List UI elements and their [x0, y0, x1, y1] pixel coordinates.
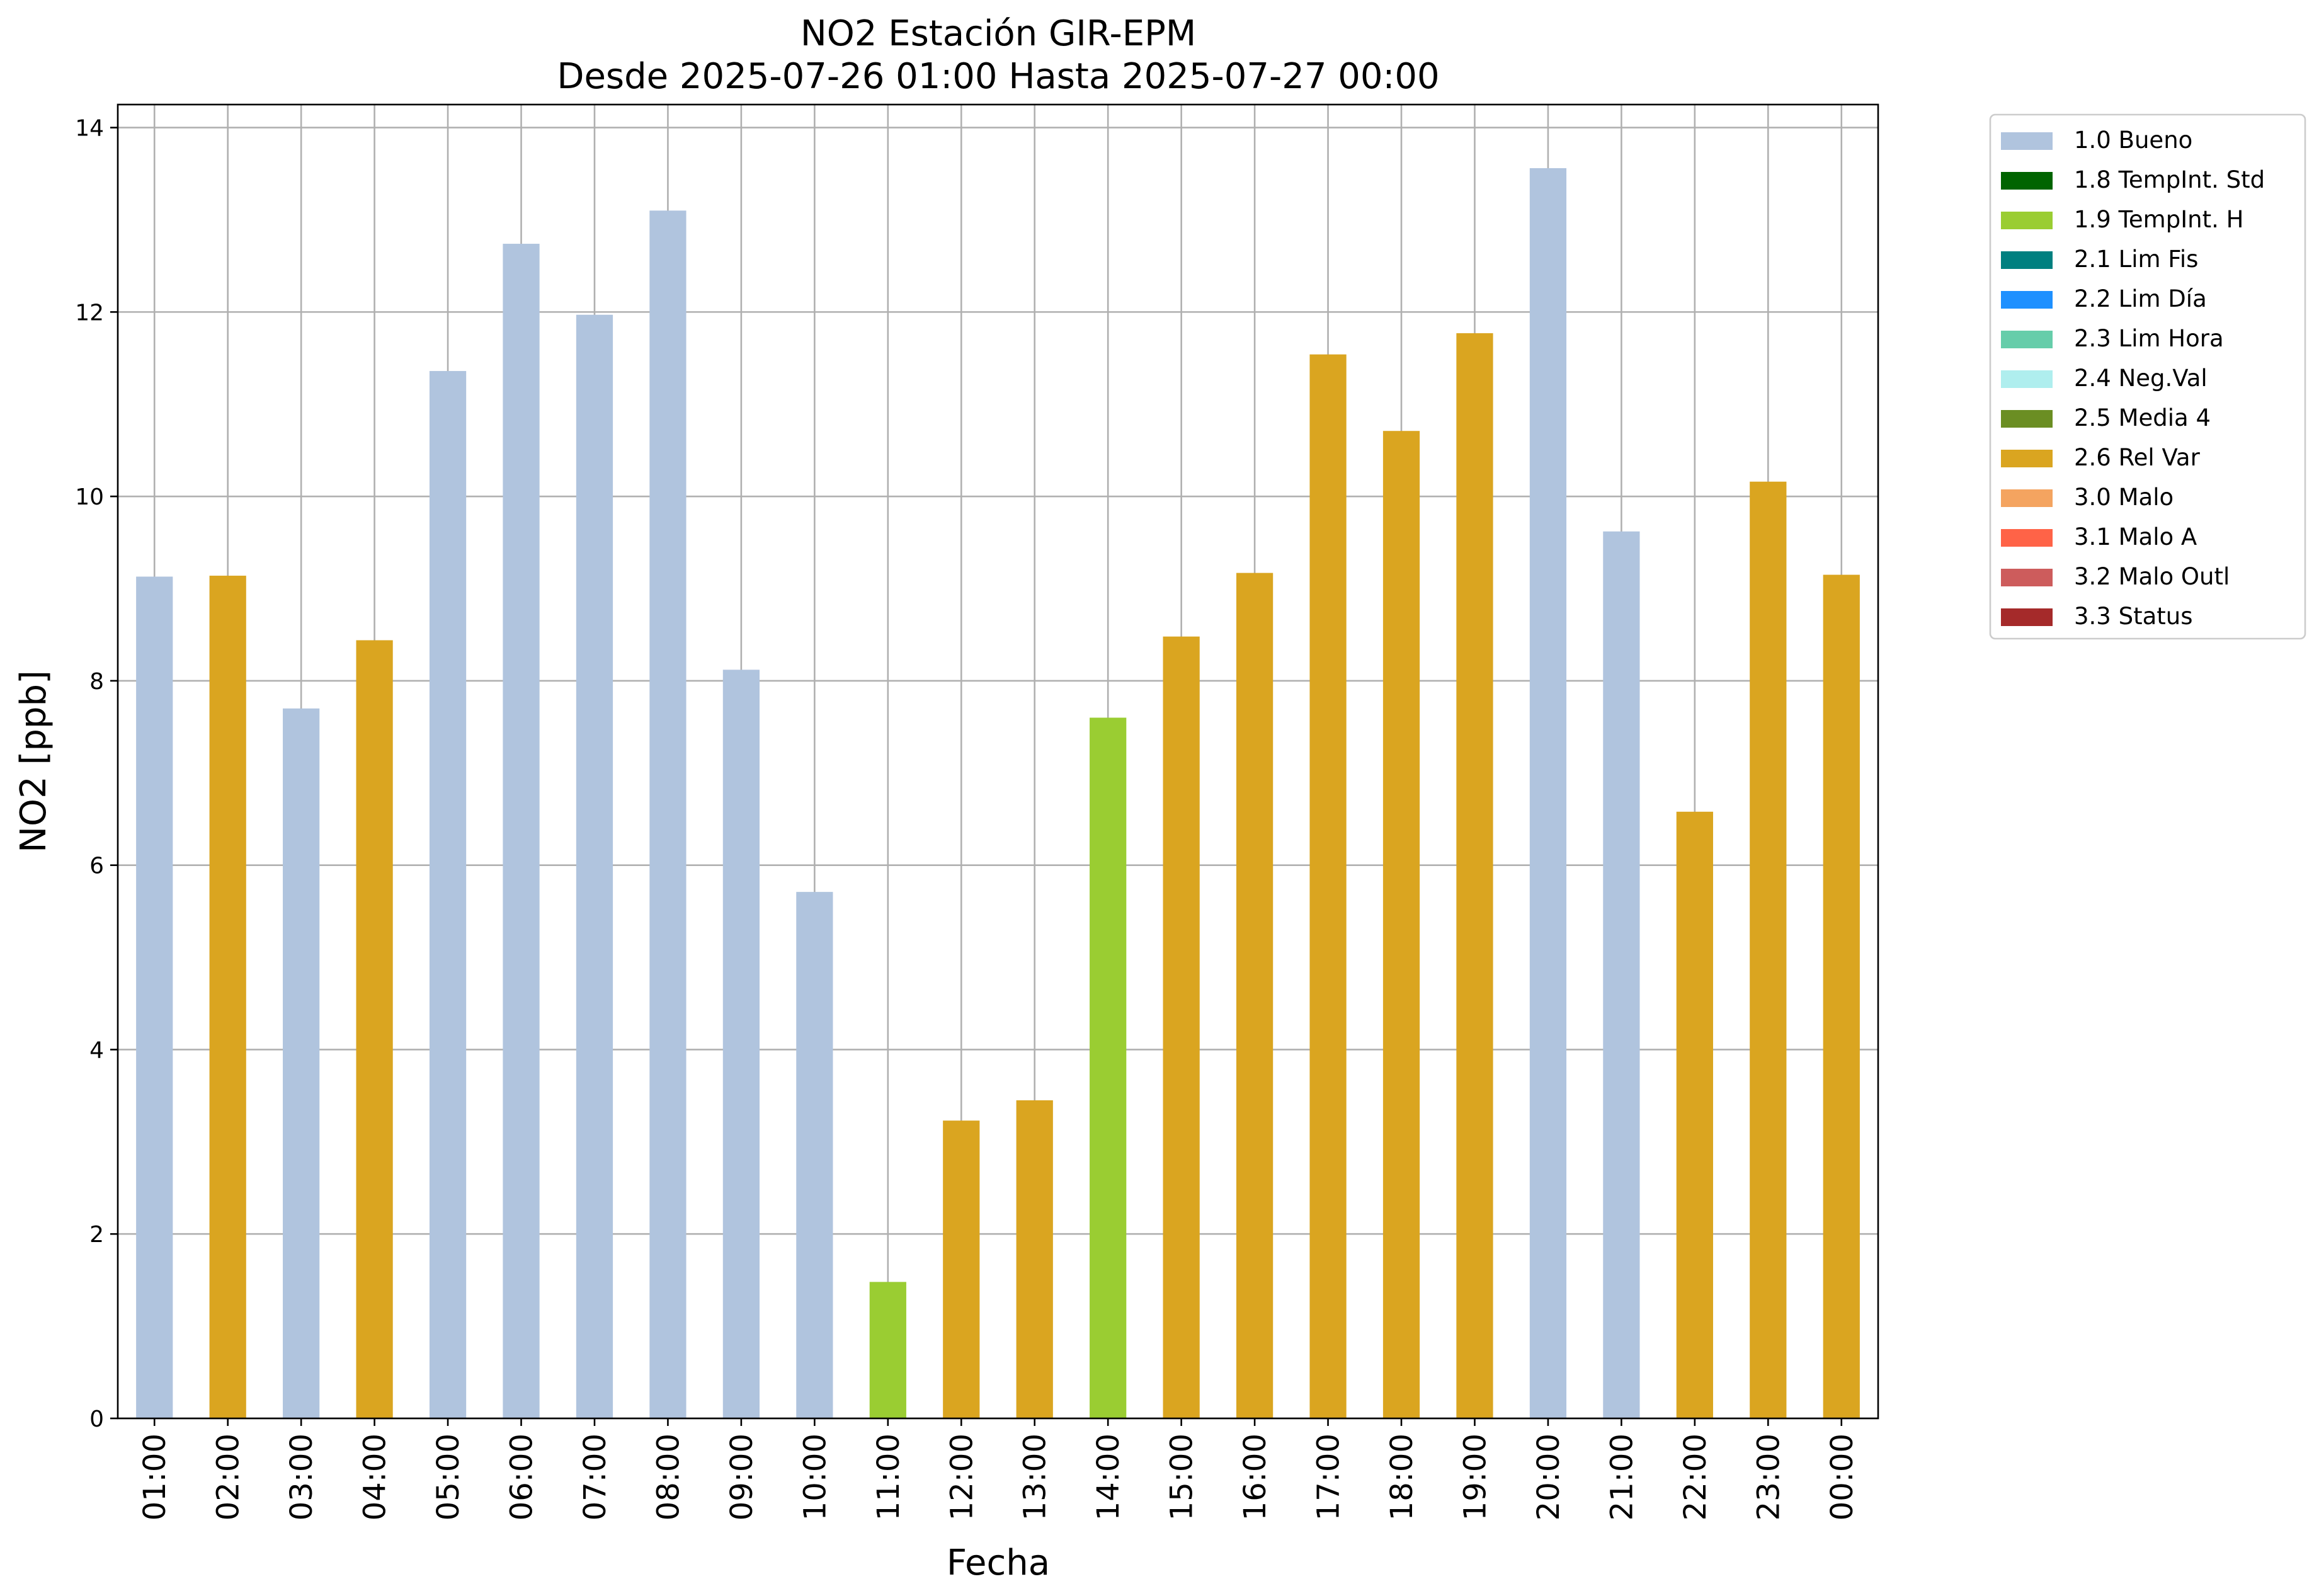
legend-swatch: [2001, 132, 2053, 150]
bar-0200: [209, 576, 246, 1419]
bar-1400: [1090, 717, 1127, 1418]
legend-swatch: [2001, 450, 2053, 467]
x-tick-label: 01:00: [137, 1434, 173, 1520]
x-tick-label: 23:00: [1751, 1434, 1786, 1520]
bar-0500: [429, 371, 467, 1418]
bar-1300: [1016, 1100, 1053, 1418]
bar-0600: [503, 244, 540, 1418]
x-tick-label: 14:00: [1091, 1434, 1126, 1520]
legend-swatch: [2001, 569, 2053, 586]
y-axis-label: NO2 [ppb]: [13, 670, 54, 853]
bar-1500: [1163, 636, 1200, 1419]
legend-swatch: [2001, 172, 2053, 190]
x-tick-label: 16:00: [1238, 1434, 1273, 1520]
legend-label: 3.3 Status: [2074, 603, 2193, 630]
legend: 1.0 Bueno 1.8 TempInt. Std 1.9 TempInt. H 2…: [1989, 113, 2306, 640]
chart-title: NO2 Estación GIR-EPM: [801, 13, 1196, 54]
x-tick-label: 02:00: [211, 1434, 246, 1520]
bar-1200: [943, 1120, 980, 1418]
bar-2100: [1603, 531, 1640, 1418]
legend-label: 3.1 Malo A: [2074, 523, 2197, 550]
legend-swatch: [2001, 370, 2053, 388]
y-tick-label: 14: [75, 116, 104, 142]
bar-0400: [356, 640, 393, 1418]
bar-0100: [136, 576, 173, 1419]
x-tick-label: 13:00: [1018, 1434, 1053, 1520]
bar-0900: [722, 670, 760, 1418]
legend-label: 2.3 Lim Hora: [2074, 325, 2224, 352]
legend-label: 1.0 Bueno: [2074, 127, 2192, 154]
x-tick-label: 04:00: [358, 1434, 393, 1520]
legend-swatch: [2001, 489, 2053, 507]
legend-box: [1989, 113, 2306, 640]
legend-swatch: [2001, 608, 2053, 626]
legend-label: 2.1 Lim Fis: [2074, 246, 2198, 273]
legend-label: 2.2 Lim Día: [2074, 285, 2207, 312]
bar-1600: [1236, 573, 1273, 1419]
bar-1900: [1456, 333, 1493, 1419]
bar-0000: [1823, 574, 1860, 1419]
x-tick-label: 10:00: [797, 1434, 833, 1520]
legend-entries: 1.0 Bueno 1.8 TempInt. Std 1.9 TempInt. H 2…: [2001, 127, 2265, 630]
bar-1000: [796, 892, 833, 1418]
legend-swatch: [2001, 212, 2053, 229]
y-tick-label: 0: [89, 1406, 104, 1432]
legend-label: 1.8 TempInt. Std: [2074, 166, 2265, 193]
legend-swatch: [2001, 529, 2053, 547]
x-tick-label: 00:00: [1825, 1434, 1860, 1520]
y-tick-label: 4: [89, 1037, 104, 1063]
x-tick-label: 03:00: [284, 1434, 319, 1520]
legend-label: 3.0 Malo: [2074, 484, 2174, 511]
y-tick-label: 6: [89, 853, 104, 879]
bar-1800: [1382, 431, 1420, 1418]
x-axis-label: Fecha: [947, 1542, 1050, 1583]
legend-swatch: [2001, 291, 2053, 309]
x-tick-label: 18:00: [1384, 1434, 1420, 1520]
x-tick-label: 15:00: [1165, 1434, 1200, 1520]
x-axis-ticks: 01:00 02:00 03:00 04:00 05:00 06:00 07:00 08:00…: [137, 1418, 1860, 1520]
x-tick-label: 17:00: [1311, 1434, 1347, 1520]
y-tick-label: 8: [89, 669, 104, 695]
x-tick-label: 11:00: [871, 1434, 906, 1520]
bar-0300: [283, 708, 320, 1418]
x-tick-label: 12:00: [944, 1434, 979, 1520]
x-tick-label: 08:00: [651, 1434, 686, 1520]
bar-0700: [576, 314, 613, 1418]
legend-swatch: [2001, 331, 2053, 348]
x-tick-label: 07:00: [578, 1434, 613, 1520]
legend-label: 3.2 Malo Outl: [2074, 563, 2230, 590]
x-tick-label: 06:00: [504, 1434, 540, 1520]
legend-label: 2.4 Neg.Val: [2074, 365, 2208, 392]
bars: [136, 168, 1860, 1419]
y-tick-label: 2: [89, 1222, 104, 1248]
chart-subtitle: Desde 2025-07-26 01:00 Hasta 2025-07-27 …: [557, 56, 1439, 97]
legend-label: 2.6 Rel Var: [2074, 444, 2201, 471]
legend-label: 2.5 Media 4: [2074, 404, 2211, 431]
legend-swatch: [2001, 410, 2053, 428]
x-tick-label: 09:00: [724, 1434, 760, 1520]
plot-frame: [117, 103, 1879, 1420]
y-axis-ticks: 0 2 4 6 8 10 12 14: [75, 116, 118, 1432]
bar-2200: [1676, 811, 1713, 1418]
y-tick-label: 12: [75, 300, 104, 326]
x-tick-label: 22:00: [1678, 1434, 1713, 1520]
bar-1700: [1309, 354, 1347, 1418]
bar-0800: [649, 210, 687, 1418]
bar-1100: [869, 1282, 906, 1418]
y-tick-label: 10: [75, 484, 104, 510]
bar-2300: [1750, 481, 1787, 1419]
legend-swatch: [2001, 251, 2053, 269]
x-tick-label: 05:00: [431, 1434, 466, 1520]
x-tick-label: 21:00: [1604, 1434, 1639, 1520]
legend-label: 1.9 TempInt. H: [2074, 206, 2243, 233]
x-tick-label: 20:00: [1531, 1434, 1566, 1520]
x-tick-label: 19:00: [1457, 1434, 1493, 1520]
bar-2000: [1529, 168, 1567, 1418]
